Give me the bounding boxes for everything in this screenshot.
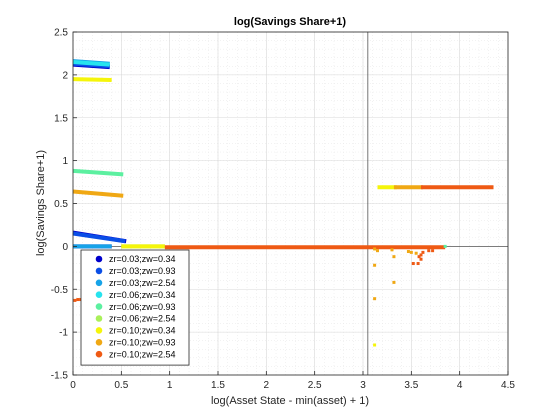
legend-marker	[95, 255, 103, 263]
legend-marker	[95, 339, 103, 346]
scatter-points-layer	[73, 244, 447, 347]
x-tick-label: 3.5	[404, 380, 418, 391]
series-8-segment	[72, 189, 124, 198]
scatter-point	[390, 248, 394, 252]
legend-marker	[95, 303, 103, 310]
x-tick-label: 3	[360, 380, 366, 391]
scatter-point	[373, 297, 377, 301]
chart-title: log(Savings Share+1)	[234, 16, 347, 28]
legend-entry-label: zr=0.03;zw=2.54	[109, 278, 176, 288]
scatter-point	[427, 249, 431, 253]
legend-entry-label: zr=0.06;zw=0.93	[109, 302, 176, 312]
scatter-point	[373, 263, 377, 267]
y-tick-label: -0.5	[51, 285, 69, 296]
x-axis-ticks: 0 0.5 1 1.5 2 2.5 3 3.5 4 4.5	[70, 371, 515, 391]
scatter-point	[76, 298, 80, 302]
scatter-point	[406, 250, 410, 254]
scatter-point	[417, 255, 421, 259]
scatter-point	[421, 250, 425, 254]
scatter-point	[414, 251, 418, 255]
y-tick-label: 2.5	[54, 28, 68, 39]
y-axis-label: log(Savings Share+1)	[35, 150, 47, 256]
scatter-point	[419, 253, 423, 257]
scatter-point	[416, 262, 420, 266]
legend-entry-label: zr=0.10;zw=0.93	[109, 338, 176, 348]
legend-entry-label: zr=0.10;zw=2.54	[109, 349, 176, 359]
series-7-segment	[72, 77, 112, 83]
scatter-point	[373, 343, 377, 347]
y-axis-ticks: -1.5 -1 -0.5 0 0.5 1 1.5 2 2.5	[51, 28, 77, 382]
legend-marker	[95, 279, 103, 287]
y-tick-label: 0	[62, 242, 68, 253]
legend-marker	[95, 350, 103, 358]
x-tick-label: 2	[264, 380, 270, 391]
legend-entry-label: zr=0.10;zw=0.34	[109, 326, 176, 336]
y-tick-label: -1	[59, 328, 68, 339]
x-tick-label: 4.5	[501, 380, 515, 391]
legend-entry-label: zr=0.06;zw=2.54	[109, 314, 176, 324]
series-2-segment	[72, 231, 126, 244]
x-tick-label: 0.5	[114, 380, 128, 391]
scatter-point	[373, 247, 377, 251]
scatter-point	[419, 257, 423, 261]
x-tick-label: 1	[167, 380, 173, 391]
scatter-point	[431, 249, 435, 253]
legend-marker	[95, 327, 103, 334]
series-layer	[72, 59, 494, 250]
x-tick-label: 1.5	[211, 380, 225, 391]
x-tick-label: 4	[457, 380, 463, 391]
scatter-point	[411, 262, 415, 266]
y-tick-label: -1.5	[51, 371, 69, 382]
legend-entry-label: zr=0.06;zw=0.34	[109, 290, 176, 300]
scatter-point	[73, 298, 77, 302]
scatter-point	[443, 244, 447, 248]
scatter-point	[376, 249, 379, 253]
scatter-point	[409, 250, 413, 254]
y-tick-label: 2	[62, 70, 68, 81]
scatter-point	[441, 245, 445, 249]
legend-marker	[95, 267, 103, 275]
scatter-point	[392, 255, 396, 259]
scatter-point	[392, 280, 396, 284]
y-tick-label: 0.5	[54, 199, 68, 210]
legend-entry-label: zr=0.03;zw=0.34	[109, 254, 176, 264]
x-tick-label: 2.5	[308, 380, 322, 391]
y-tick-label: 1.5	[54, 113, 68, 124]
legend-entry-label: zr=0.03;zw=0.93	[109, 266, 176, 276]
legend: zr=0.03;zw=0.34 zr=0.03;zw=0.93 zr=0.03;zw…	[80, 249, 190, 366]
legend-marker	[95, 291, 103, 299]
y-tick-label: 1	[62, 156, 68, 167]
series-4-segment	[72, 60, 110, 67]
x-tick-label: 0	[70, 380, 76, 391]
legend-marker	[95, 315, 103, 322]
series-5-segment	[72, 168, 124, 177]
x-axis-label: log(Asset State - min(asset) + 1)	[211, 395, 369, 407]
